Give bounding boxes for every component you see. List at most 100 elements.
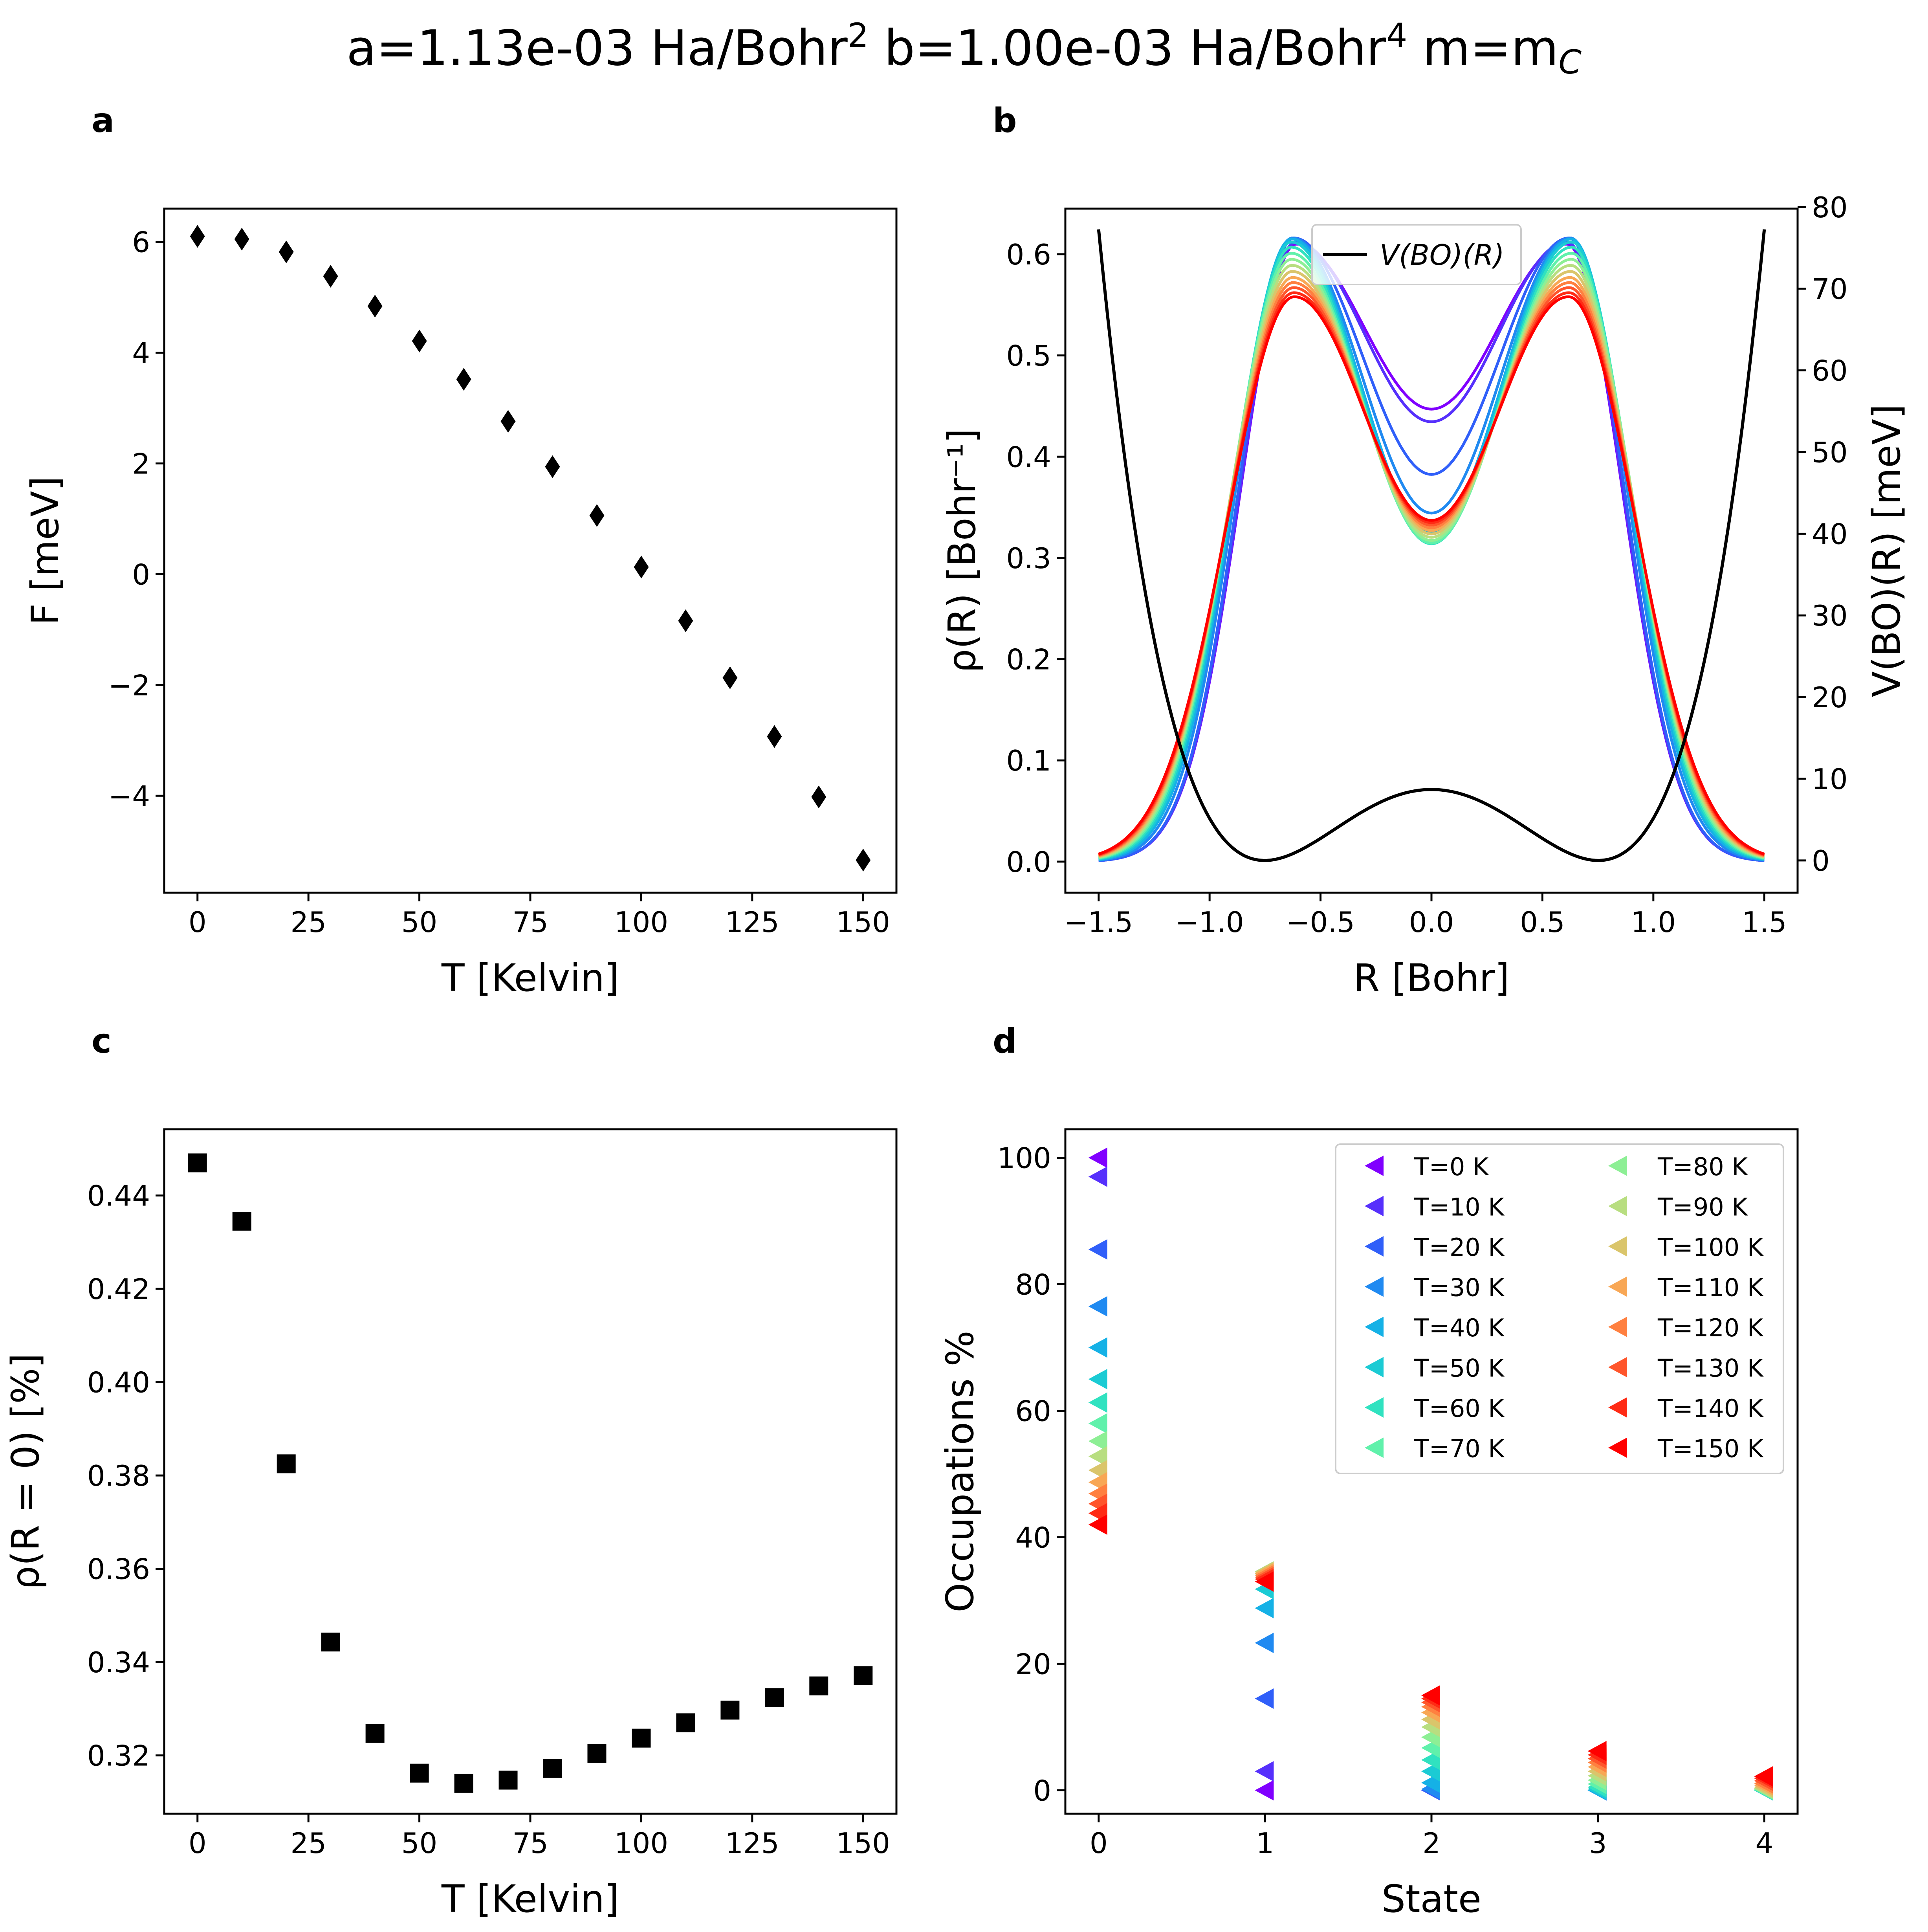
title-m: m=m [1407, 20, 1558, 77]
legend-marker [1608, 1276, 1627, 1297]
occupation-marker [1088, 1392, 1107, 1413]
y2-tick-label: 50 [1812, 436, 1848, 469]
plot-frame [163, 207, 898, 894]
data-point-diamond [279, 240, 294, 263]
x-tick-label: 0.0 [1409, 906, 1454, 939]
y2-tick-label: 30 [1812, 599, 1848, 632]
legend-marker [1365, 1276, 1384, 1297]
y-tick-label: 0.4 [1006, 440, 1051, 473]
data-point-diamond [323, 264, 338, 288]
legend-label: T=100 K [1657, 1233, 1764, 1262]
legend-label: T=20 K [1414, 1233, 1505, 1262]
y-axis-label-left: ρ(R) [Bohr⁻¹] [940, 428, 984, 673]
legend-marker [1608, 1317, 1627, 1337]
occupation-marker [1088, 1166, 1107, 1187]
data-point-square [498, 1771, 518, 1790]
y2-tick-label: 20 [1812, 681, 1848, 714]
data-point-diamond [767, 725, 782, 748]
y-tick-label: −4 [108, 780, 150, 813]
occupation-marker [1088, 1413, 1107, 1434]
occupation-marker [1088, 1147, 1107, 1168]
data-point-square [277, 1454, 296, 1473]
y-tick-label: 40 [1015, 1521, 1051, 1554]
legend-marker [1365, 1437, 1384, 1458]
y-tick-label: 6 [132, 226, 150, 259]
potential-line [1097, 229, 1766, 862]
y-tick-label: 0.40 [87, 1366, 150, 1399]
legend-label: T=140 K [1657, 1394, 1764, 1423]
y2-tick-label: 80 [1812, 191, 1848, 224]
data-point-square [543, 1759, 562, 1778]
y-tick-label: 80 [1015, 1268, 1051, 1301]
density-line-T30 [1098, 237, 1765, 862]
legend-label: T=0 K [1414, 1152, 1489, 1181]
data-point-diamond [722, 666, 738, 690]
x-tick-label: 0.5 [1520, 906, 1565, 939]
data-point-diamond [412, 329, 427, 352]
legend-label: T=150 K [1657, 1435, 1764, 1463]
x-tick-label: 100 [614, 1827, 668, 1860]
data-point-square [232, 1211, 251, 1231]
x-tick-label: 75 [512, 1827, 548, 1860]
x-tick-label: 75 [512, 906, 548, 939]
panel-b: −1.5 −1.0 −0.5 0.0 0.5 1.0 1.5 0.0 0.1 0.2 0.3 0.4 0… [940, 101, 1909, 1000]
figure-title: a=1.13e-03 Ha/Bohr2 b=1.00e-03 Ha/Bohr4 … [346, 16, 1582, 81]
legend-marker [1365, 1196, 1384, 1216]
occupation-marker [1255, 1688, 1274, 1709]
data-point-diamond [634, 556, 649, 579]
occupation-marker [1255, 1780, 1274, 1801]
occupation-marker [1088, 1431, 1107, 1451]
x-axis-label: State [1382, 1877, 1481, 1921]
x-tick-label: 25 [290, 906, 326, 939]
y2-tick-label: 0 [1812, 844, 1830, 877]
x-axis-label: T [Kelvin] [441, 956, 619, 1000]
x-tick-label: −0.5 [1286, 906, 1355, 939]
x-tick-label: 100 [614, 906, 668, 939]
y-tick-label: 0.32 [87, 1739, 150, 1772]
legend-label: T=130 K [1657, 1354, 1764, 1383]
data-point-square [765, 1688, 784, 1707]
x-tick-label: 25 [290, 1827, 326, 1860]
y-tick-label: 0.2 [1006, 643, 1051, 676]
y-tick-label: 0.42 [87, 1273, 150, 1306]
x-tick-label: 3 [1589, 1827, 1607, 1860]
data-point-square [854, 1666, 873, 1685]
legend-marker [1608, 1397, 1627, 1418]
y-tick-label: 0.36 [87, 1553, 150, 1586]
legend-marker [1608, 1156, 1627, 1176]
y-axis-label: Occupations % [938, 1330, 982, 1612]
y-tick-label: 0.44 [87, 1180, 150, 1213]
panel-label: c [92, 1022, 112, 1061]
y2-tick-label: 40 [1812, 517, 1848, 550]
y-axis-label-right: V(BO)(R) [meV] [1865, 404, 1909, 697]
legend-box [1335, 1143, 1784, 1474]
panel-label: d [993, 1022, 1017, 1061]
data-point-diamond [456, 368, 471, 391]
occupation-marker [1088, 1369, 1107, 1389]
y-tick-label: 0 [1033, 1774, 1051, 1807]
title-exponent-a: 2 [848, 16, 869, 55]
y-tick-label: 20 [1015, 1648, 1051, 1681]
x-tick-label: 1.0 [1631, 906, 1676, 939]
data-point-diamond [678, 609, 693, 632]
y-tick-label: −2 [108, 669, 150, 702]
data-point-square [321, 1633, 340, 1652]
legend-label: T=90 K [1657, 1193, 1748, 1222]
data-point-square [587, 1744, 607, 1763]
legend-marker [1365, 1397, 1384, 1418]
occupation-marker [1088, 1239, 1107, 1260]
x-tick-label: 4 [1755, 1827, 1773, 1860]
data-point-diamond [856, 848, 871, 872]
title-main: a=1.13e-03 Ha/Bohr [346, 20, 848, 77]
occupation-marker [1088, 1296, 1107, 1317]
density-line-T20 [1098, 237, 1765, 862]
title-subscript: C [1558, 43, 1582, 81]
title-exponent-b: 4 [1386, 16, 1407, 55]
data-point-square [188, 1153, 207, 1172]
y-tick-label: 0.6 [1006, 238, 1051, 271]
occupation-marker [1255, 1571, 1274, 1592]
legend-marker [1608, 1357, 1627, 1378]
